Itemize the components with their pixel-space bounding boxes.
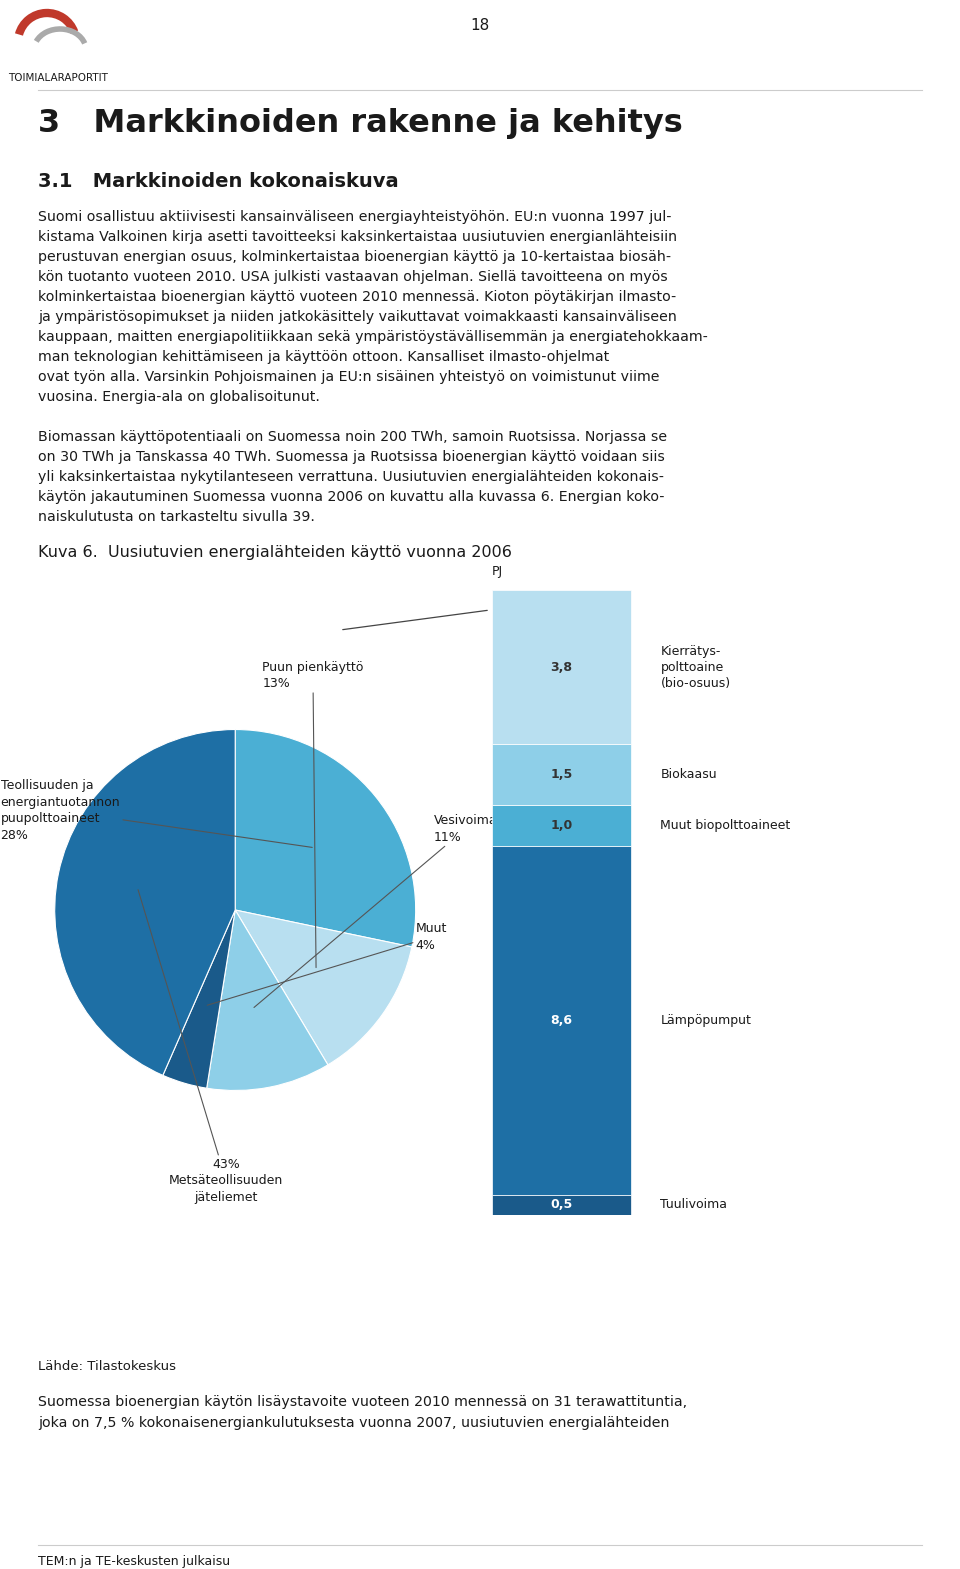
Wedge shape xyxy=(206,910,328,1090)
Text: Suomi osallistuu aktiivisesti kansainväliseen energiayhteistyöhön. EU:n vuonna 1: Suomi osallistuu aktiivisesti kansainväl… xyxy=(38,210,671,224)
Text: Puun pienkäyttö
13%: Puun pienkäyttö 13% xyxy=(262,661,364,968)
Text: yli kaksinkertaistaa nykytilanteseen verrattuna. Uusiutuvien energialähteiden ko: yli kaksinkertaistaa nykytilanteseen ver… xyxy=(38,471,664,483)
Text: perustuvan energian osuus, kolminkertaistaa bioenergian käyttö ja 10-kertaistaa : perustuvan energian osuus, kolminkertais… xyxy=(38,249,671,264)
Text: Lämpöpumput: Lämpöpumput xyxy=(660,1014,752,1026)
Wedge shape xyxy=(163,910,235,1089)
Text: käytön jakautuminen Suomessa vuonna 2006 on kuvattu alla kuvassa 6. Energian kok: käytön jakautuminen Suomessa vuonna 2006… xyxy=(38,490,664,504)
Bar xyxy=(492,805,631,846)
Text: kön tuotanto vuoteen 2010. USA julkisti vastaavan ohjelman. Siellä tavoitteena o: kön tuotanto vuoteen 2010. USA julkisti … xyxy=(38,270,668,284)
Text: Biomassan käyttöpotentiaali on Suomessa noin 200 TWh, samoin Ruotsissa. Norjassa: Biomassan käyttöpotentiaali on Suomessa … xyxy=(38,430,667,444)
Wedge shape xyxy=(235,730,416,948)
Wedge shape xyxy=(235,910,412,1065)
Text: Biokaasu: Biokaasu xyxy=(660,769,717,781)
Text: 8,6: 8,6 xyxy=(551,1014,572,1026)
Text: PJ: PJ xyxy=(492,565,502,577)
Text: Muut
4%: Muut 4% xyxy=(207,923,447,1006)
Text: naiskulutusta on tarkasteltu sivulla 39.: naiskulutusta on tarkasteltu sivulla 39. xyxy=(38,510,315,524)
Text: kistama Valkoinen kirja asetti tavoitteeksi kaksinkertaistaa uusiutuvien energia: kistama Valkoinen kirja asetti tavoittee… xyxy=(38,231,677,245)
Text: TEM:n ja TE-keskusten julkaisu: TEM:n ja TE-keskusten julkaisu xyxy=(38,1555,230,1567)
Text: on 30 TWh ja Tanskassa 40 TWh. Suomessa ja Ruotsissa bioenergian käyttö voidaan : on 30 TWh ja Tanskassa 40 TWh. Suomessa … xyxy=(38,450,665,464)
Text: ovat työn alla. Varsinkin Pohjoismainen ja EU:n sisäinen yhteistyö on voimistunu: ovat työn alla. Varsinkin Pohjoismainen … xyxy=(38,370,660,384)
Text: kauppaan, maitten energiapolitiikkaan sekä ympäristöystävällisemmän ja energiate: kauppaan, maitten energiapolitiikkaan se… xyxy=(38,329,708,344)
Bar xyxy=(492,590,631,744)
Bar xyxy=(492,1194,631,1214)
Text: Suomessa bioenergian käytön lisäystavoite vuoteen 2010 mennessä on 31 terawattit: Suomessa bioenergian käytön lisäystavoit… xyxy=(38,1395,687,1409)
Text: kolminkertaistaa bioenergian käyttö vuoteen 2010 mennessä. Kioton pöytäkirjan il: kolminkertaistaa bioenergian käyttö vuot… xyxy=(38,290,676,304)
Text: Teollisuuden ja
energiantuotannon
puupolttoaineet
28%: Teollisuuden ja energiantuotannon puupol… xyxy=(1,780,312,847)
Text: Muut biopolttoaineet: Muut biopolttoaineet xyxy=(660,819,791,832)
Text: Lähde: Tilastokeskus: Lähde: Tilastokeskus xyxy=(38,1360,176,1373)
Text: Kierrätys-
polttoaine
(bio-osuus): Kierrätys- polttoaine (bio-osuus) xyxy=(660,645,731,690)
Text: 1,5: 1,5 xyxy=(550,769,573,781)
Text: man teknologian kehittämiseen ja käyttöön ottoon. Kansalliset ilmasto-ohjelmat: man teknologian kehittämiseen ja käyttöö… xyxy=(38,350,610,364)
Text: joka on 7,5 % kokonaisenergiankulutuksesta vuonna 2007, uusiutuvien energialähte: joka on 7,5 % kokonaisenergiankulutukses… xyxy=(38,1415,669,1429)
Text: 43%
Metsäteollisuuden
jäteliemet: 43% Metsäteollisuuden jäteliemet xyxy=(138,890,283,1203)
Text: TOIMIALARAPORTIT: TOIMIALARAPORTIT xyxy=(8,74,108,83)
Text: 18: 18 xyxy=(470,17,490,33)
Text: Kuva 6.  Uusiutuvien energialähteiden käyttö vuonna 2006: Kuva 6. Uusiutuvien energialähteiden käy… xyxy=(38,544,512,560)
Text: 3   Markkinoiden rakenne ja kehitys: 3 Markkinoiden rakenne ja kehitys xyxy=(38,108,683,140)
Bar xyxy=(492,744,631,805)
Wedge shape xyxy=(55,730,235,1075)
Text: 0,5: 0,5 xyxy=(550,1199,573,1211)
Text: vuosina. Energia-ala on globalisoitunut.: vuosina. Energia-ala on globalisoitunut. xyxy=(38,391,320,403)
Text: 1,0: 1,0 xyxy=(550,819,573,832)
Text: ja ympäristösopimukset ja niiden jatkokäsittely vaikuttavat voimakkaasti kansain: ja ympäristösopimukset ja niiden jatkokä… xyxy=(38,311,677,325)
Text: Vesivoima
11%: Vesivoima 11% xyxy=(254,814,497,1007)
Bar xyxy=(492,846,631,1194)
Text: 3.1   Markkinoiden kokonaiskuva: 3.1 Markkinoiden kokonaiskuva xyxy=(38,173,398,191)
Text: Tuulivoima: Tuulivoima xyxy=(660,1199,728,1211)
Text: 3,8: 3,8 xyxy=(551,661,572,673)
